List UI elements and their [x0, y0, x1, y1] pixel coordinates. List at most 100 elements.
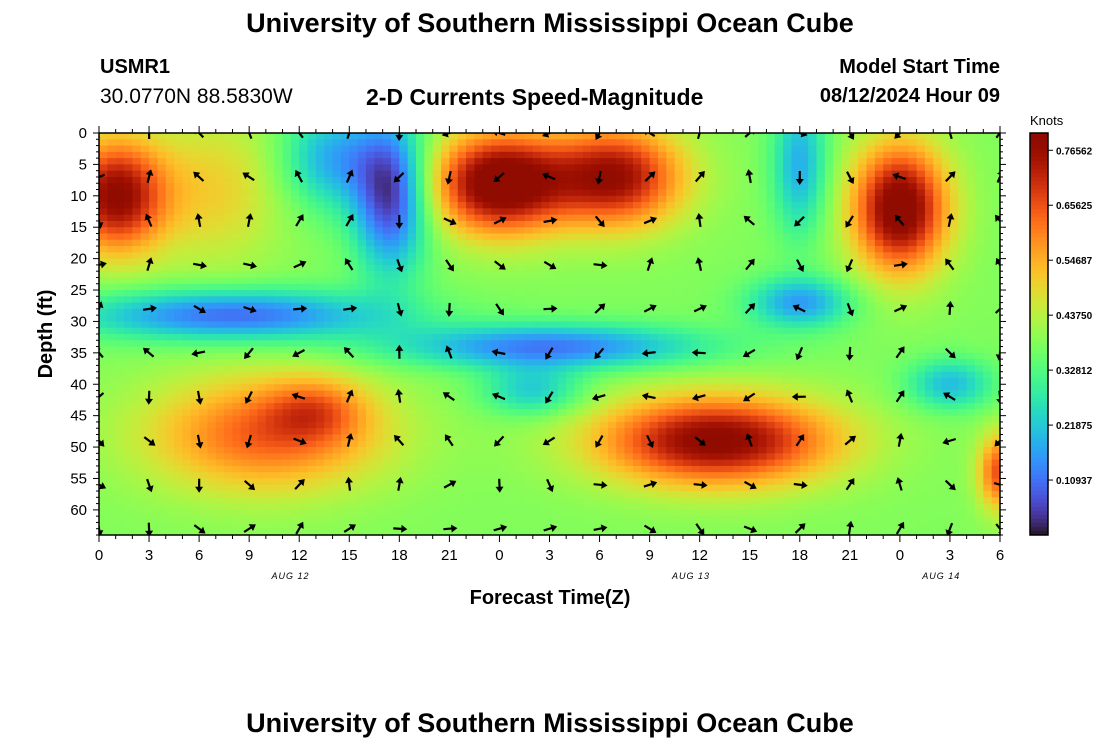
heatmap-cell — [449, 327, 459, 335]
heatmap-cell — [524, 170, 534, 178]
heatmap-cell — [299, 170, 309, 178]
heatmap-cell — [432, 371, 442, 379]
heatmap-cell — [124, 302, 133, 310]
heatmap-cell — [282, 359, 292, 367]
heatmap-cell — [357, 158, 367, 166]
heatmap-cell — [716, 183, 726, 191]
heatmap-cell — [699, 271, 709, 279]
heatmap-cell — [390, 415, 400, 423]
heatmap-cell — [299, 283, 309, 291]
heatmap-cell — [182, 220, 192, 228]
heatmap-cell — [941, 158, 951, 166]
heatmap-cell — [407, 183, 417, 191]
heatmap-cell — [290, 158, 300, 166]
heatmap-cell — [908, 202, 918, 209]
heatmap-cell — [799, 277, 809, 285]
heatmap-cell — [482, 214, 492, 222]
heatmap-cell — [933, 258, 943, 266]
heatmap-cell — [140, 384, 150, 392]
heatmap-cell — [849, 239, 859, 247]
heatmap-cell — [516, 359, 526, 367]
heatmap-cell — [966, 377, 976, 385]
heatmap-cell — [132, 133, 142, 140]
heatmap-cell — [549, 220, 559, 228]
heatmap-cell — [783, 377, 793, 385]
heatmap-cell — [466, 384, 476, 392]
heatmap-cell — [716, 308, 726, 316]
heatmap-cell — [983, 415, 993, 423]
heatmap-cell — [107, 346, 117, 354]
heatmap-cell — [224, 189, 234, 197]
heatmap-cell — [382, 258, 392, 266]
heatmap-cell — [149, 151, 158, 159]
heatmap-cell — [357, 315, 367, 323]
heatmap-cell — [399, 283, 409, 291]
heatmap-cell — [390, 164, 400, 172]
heatmap-cell — [741, 220, 751, 228]
heatmap-cell — [149, 421, 158, 429]
heatmap-cell — [399, 195, 409, 203]
heatmap-cell — [674, 208, 684, 216]
heatmap-cell — [282, 377, 292, 385]
heatmap-cell — [808, 183, 818, 191]
heatmap-cell — [899, 315, 909, 323]
heatmap-cell — [799, 164, 809, 172]
heatmap-cell — [833, 302, 843, 310]
heatmap-cell — [816, 227, 826, 235]
heatmap-cell — [557, 227, 567, 235]
heatmap-cell — [240, 158, 250, 166]
heatmap-cell — [507, 139, 517, 147]
heatmap-cell — [708, 195, 717, 203]
heatmap-cell — [532, 239, 542, 247]
heatmap-cell — [132, 409, 142, 417]
heatmap-cell — [824, 296, 834, 304]
heatmap-cell — [374, 227, 384, 235]
heatmap-cell — [132, 239, 142, 247]
heatmap-cell — [432, 233, 442, 241]
heatmap-cell — [340, 183, 350, 191]
heatmap-cell — [457, 340, 467, 348]
heatmap-cell — [858, 415, 868, 423]
heatmap-cell — [307, 390, 317, 398]
heatmap-cell — [616, 133, 626, 140]
heatmap-cell — [390, 208, 400, 216]
heatmap-cell — [557, 403, 567, 410]
heatmap-cell — [365, 365, 375, 373]
heatmap-cell — [758, 308, 767, 316]
heatmap-cell — [649, 195, 659, 203]
heatmap-cell — [991, 208, 1000, 216]
heatmap-cell — [816, 202, 826, 209]
heatmap-cell — [532, 340, 542, 348]
heatmap-cell — [933, 277, 943, 285]
heatmap-cell — [791, 139, 801, 147]
heatmap-cell — [682, 189, 692, 197]
heatmap-cell — [541, 290, 551, 297]
heatmap-cell — [549, 415, 559, 423]
heatmap-cell — [290, 258, 300, 266]
heatmap-cell — [991, 246, 1000, 253]
heatmap-cell — [582, 296, 592, 304]
heatmap-cell — [749, 133, 759, 140]
heatmap-cell — [891, 189, 901, 197]
heatmap-cell — [290, 409, 300, 417]
heatmap-cell — [949, 220, 959, 228]
heatmap-cell — [941, 202, 951, 209]
heatmap-cell — [858, 315, 868, 323]
heatmap-cell — [299, 133, 309, 140]
heatmap-cell — [165, 296, 175, 304]
heatmap-cell — [274, 264, 284, 272]
heatmap-cell — [733, 365, 742, 373]
heatmap-cell — [841, 396, 851, 404]
heatmap-cell — [849, 321, 859, 329]
heatmap-cell — [365, 227, 375, 235]
heatmap-cell — [157, 327, 167, 335]
heatmap-cell — [182, 403, 192, 410]
heatmap-cell — [657, 308, 667, 316]
heatmap-cell — [199, 214, 209, 222]
heatmap-cell — [349, 283, 359, 291]
heatmap-cell — [190, 151, 200, 159]
heatmap-cell — [566, 390, 576, 398]
heatmap-cell — [574, 176, 584, 184]
heatmap-cell — [924, 139, 934, 147]
heatmap-cell — [682, 258, 692, 266]
